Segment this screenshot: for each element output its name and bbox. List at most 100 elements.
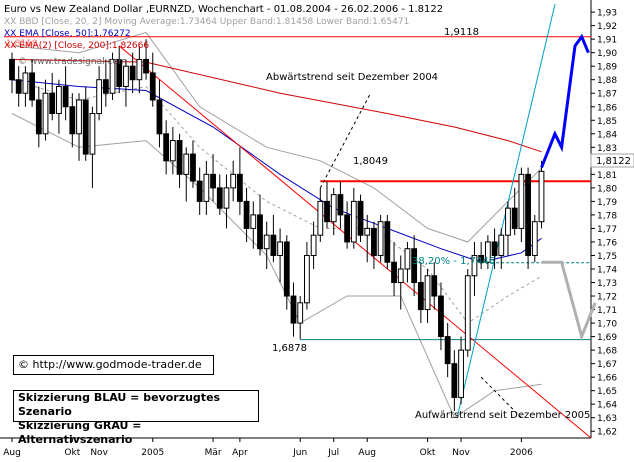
y-tick-label: 1,66 (597, 374, 617, 384)
candle-body-down (417, 282, 424, 311)
candle-body-down (176, 140, 183, 175)
candle (397, 255, 404, 310)
candle (62, 66, 69, 121)
candle (190, 140, 196, 188)
candle (498, 228, 505, 269)
candle (56, 79, 62, 134)
candle (102, 59, 109, 107)
y-tick-label: 1,85 (597, 117, 617, 127)
candle (270, 214, 277, 263)
candle (304, 241, 310, 310)
candle-body-up (183, 153, 190, 175)
candle-body-down (431, 275, 438, 297)
y-tick-label: 1,91 (597, 36, 617, 46)
candle (76, 93, 82, 161)
candle-body-down (444, 336, 451, 365)
candle-body-down (82, 99, 89, 155)
candle (357, 194, 364, 242)
candle (183, 147, 190, 202)
y-tick-label: 1,77 (597, 225, 617, 235)
candle (35, 86, 42, 148)
candle-body-down (163, 133, 170, 162)
candle (176, 133, 183, 188)
candle-body-down (270, 234, 277, 256)
candle (371, 221, 377, 269)
y-tick-label: 1,84 (597, 130, 617, 140)
candle (129, 52, 136, 94)
bollinger-upper-band (11, 31, 542, 243)
candle (478, 241, 485, 269)
candle (49, 72, 56, 121)
candle (505, 201, 511, 256)
y-tick-label: 1,83 (597, 144, 617, 154)
x-tick-label: Nov (90, 448, 108, 458)
candle-body-down (216, 187, 223, 209)
candle-body-down (257, 214, 263, 250)
candle (169, 127, 176, 175)
y-tick-label: 1,71 (597, 306, 617, 316)
candle-body-down (156, 99, 163, 135)
candle-body-up (203, 173, 210, 202)
candle (42, 79, 49, 141)
candle (163, 120, 170, 175)
candle (263, 221, 270, 269)
candle (69, 93, 76, 148)
candle-body-down (438, 295, 444, 338)
candle-body-up (136, 58, 143, 81)
y-tick-label: 1,62 (597, 428, 617, 438)
candle (324, 181, 330, 229)
candle (438, 282, 444, 351)
candle-body-up (22, 72, 29, 94)
candle-body-down (9, 58, 15, 81)
candle-body-up (484, 241, 491, 263)
candle-body-up (377, 221, 384, 256)
x-tick-label: Okt (420, 448, 436, 458)
candle-body-down (236, 173, 243, 202)
candle-body-up (297, 302, 304, 324)
y-tick-label: 1,70 (597, 320, 617, 330)
y-tick-label: 1,88 (597, 76, 617, 86)
candlesticks (9, 39, 545, 411)
y-tick-label: 1,72 (597, 293, 617, 303)
x-tick-label: Aug (3, 448, 21, 458)
candle-body-down (324, 200, 330, 223)
candle-body-down (511, 207, 518, 229)
candle (411, 235, 418, 297)
y-tick-label: 1,93 (597, 9, 617, 19)
x-tick-label: Nov (452, 448, 470, 458)
candle (15, 66, 22, 107)
candle (250, 201, 257, 249)
candle (96, 66, 103, 121)
candle (223, 174, 230, 229)
candle (404, 241, 411, 283)
candle-body-up (250, 214, 257, 229)
x-tick-label: Apr (232, 448, 248, 458)
candle (364, 214, 371, 263)
y-tick-label: 1,68 (597, 347, 617, 357)
x-tick-label: Jun (292, 448, 307, 458)
candle (290, 282, 297, 337)
legend-ema50: XX EMA [Close, 50]:1.76272 (4, 29, 131, 39)
label-high: 1,9118 (444, 27, 479, 38)
candle (518, 167, 525, 242)
candle-body-down (491, 241, 498, 256)
candle (538, 160, 545, 229)
candle-body-down (290, 295, 297, 324)
x-axis: Aug Okt Nov 2005 Mär Apr Jun Jul Aug Okt Nov 2006 (0, 437, 591, 458)
legend-ema200-value: 1,8118 (6, 39, 38, 49)
label-resistance: 1,8049 (353, 156, 388, 167)
candle (350, 187, 357, 249)
candle-body-down (149, 72, 156, 101)
candle-body-down (525, 173, 531, 256)
candle (531, 214, 538, 263)
candle-body-down (62, 85, 69, 108)
candle-body-up (498, 234, 505, 256)
candle-body-up (350, 200, 357, 243)
current-price-label: 1,8122 (596, 156, 631, 167)
x-tick-label: Aug (358, 448, 376, 458)
candle-body-down (116, 58, 123, 87)
candle-body-up (364, 227, 371, 236)
legend-ema200: XX EMA(2) [Close, 200]:1.82666 (4, 41, 149, 51)
candle-body-down (196, 180, 203, 202)
candle-body-up (89, 113, 96, 155)
